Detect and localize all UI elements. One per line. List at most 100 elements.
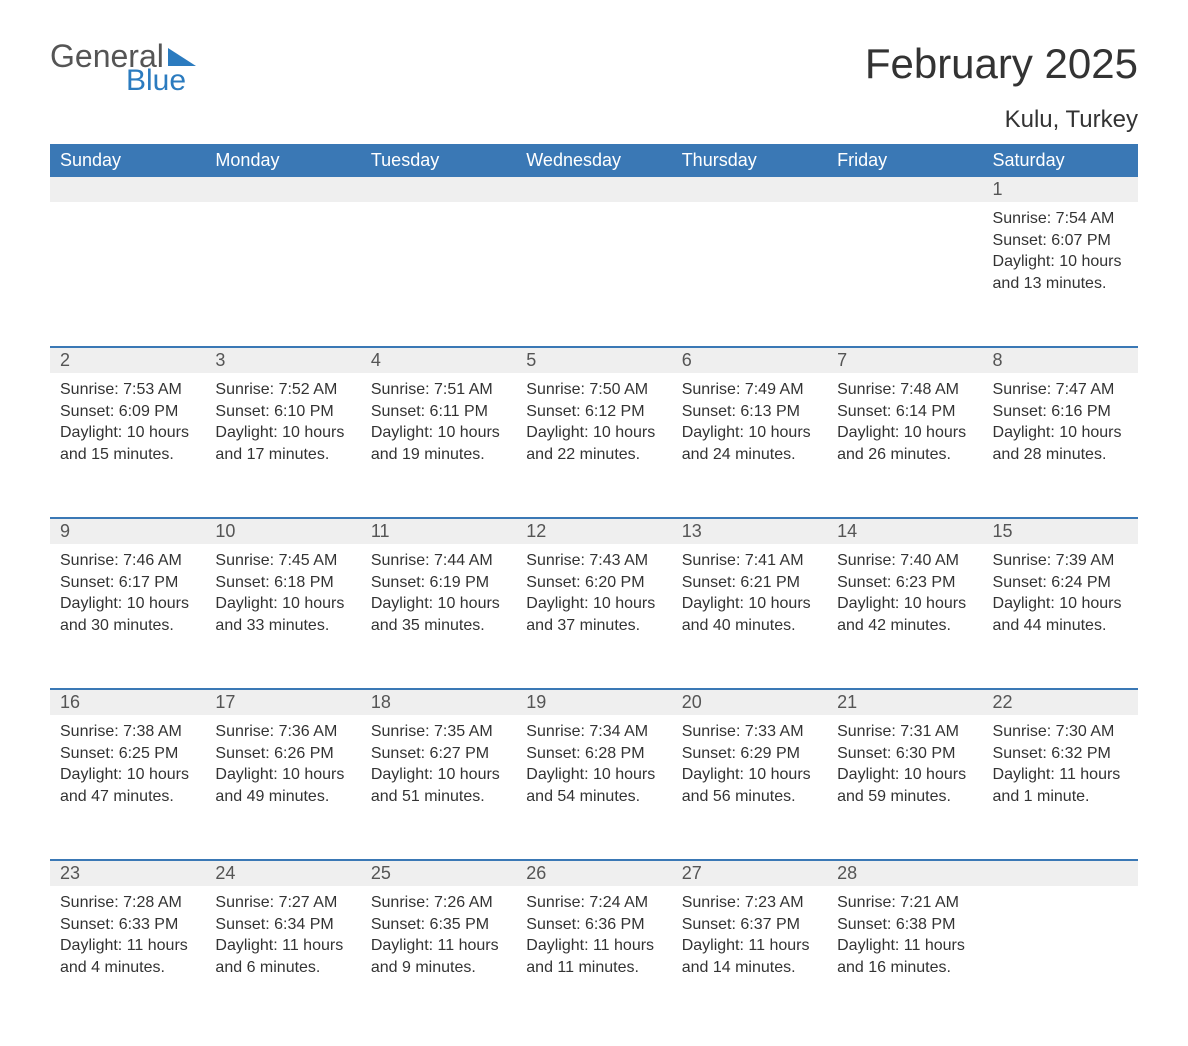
sunset-text: Sunset: 6:24 PM xyxy=(993,572,1128,594)
day-number: 8 xyxy=(983,348,1138,373)
day-cell: Sunrise: 7:28 AMSunset: 6:33 PMDaylight:… xyxy=(50,886,205,1006)
day-number: 10 xyxy=(205,519,360,544)
day-body: Sunrise: 7:24 AMSunset: 6:36 PMDaylight:… xyxy=(516,886,671,978)
day-body: Sunrise: 7:28 AMSunset: 6:33 PMDaylight:… xyxy=(50,886,205,978)
day-number: 15 xyxy=(983,519,1138,544)
daylight-text: Daylight: 10 hours and 47 minutes. xyxy=(60,764,195,807)
day-number: 14 xyxy=(827,519,982,544)
month-title: February 2025 xyxy=(865,40,1138,88)
day-body xyxy=(50,202,205,208)
day-cell: Sunrise: 7:47 AMSunset: 6:16 PMDaylight:… xyxy=(983,373,1138,493)
sunset-text: Sunset: 6:19 PM xyxy=(371,572,506,594)
header: General Blue February 2025 Kulu, Turkey xyxy=(50,40,1138,134)
day-number: 13 xyxy=(672,519,827,544)
daylight-text: Daylight: 11 hours and 1 minute. xyxy=(993,764,1128,807)
day-number xyxy=(361,177,516,202)
sunset-text: Sunset: 6:27 PM xyxy=(371,743,506,765)
sunset-text: Sunset: 6:35 PM xyxy=(371,914,506,936)
dow-cell: Wednesday xyxy=(516,144,671,177)
day-body: Sunrise: 7:46 AMSunset: 6:17 PMDaylight:… xyxy=(50,544,205,636)
day-body: Sunrise: 7:21 AMSunset: 6:38 PMDaylight:… xyxy=(827,886,982,978)
sunrise-text: Sunrise: 7:54 AM xyxy=(993,208,1128,230)
day-number: 19 xyxy=(516,690,671,715)
sunrise-text: Sunrise: 7:52 AM xyxy=(215,379,350,401)
daylight-text: Daylight: 10 hours and 24 minutes. xyxy=(682,422,817,465)
day-number-strip: 2345678 xyxy=(50,348,1138,373)
day-cell: Sunrise: 7:46 AMSunset: 6:17 PMDaylight:… xyxy=(50,544,205,664)
sunrise-text: Sunrise: 7:50 AM xyxy=(526,379,661,401)
dow-cell: Saturday xyxy=(983,144,1138,177)
daylight-text: Daylight: 10 hours and 56 minutes. xyxy=(682,764,817,807)
day-number: 11 xyxy=(361,519,516,544)
day-body xyxy=(361,202,516,208)
daylight-text: Daylight: 10 hours and 59 minutes. xyxy=(837,764,972,807)
day-body xyxy=(827,202,982,208)
location: Kulu, Turkey xyxy=(865,106,1138,134)
day-cell: Sunrise: 7:52 AMSunset: 6:10 PMDaylight:… xyxy=(205,373,360,493)
daylight-text: Daylight: 10 hours and 13 minutes. xyxy=(993,251,1128,294)
day-number-strip: 9101112131415 xyxy=(50,519,1138,544)
sunset-text: Sunset: 6:33 PM xyxy=(60,914,195,936)
day-body: Sunrise: 7:51 AMSunset: 6:11 PMDaylight:… xyxy=(361,373,516,465)
sunrise-text: Sunrise: 7:38 AM xyxy=(60,721,195,743)
day-number xyxy=(672,177,827,202)
daylight-text: Daylight: 10 hours and 51 minutes. xyxy=(371,764,506,807)
daylight-text: Daylight: 10 hours and 54 minutes. xyxy=(526,764,661,807)
daylight-text: Daylight: 11 hours and 6 minutes. xyxy=(215,935,350,978)
day-number: 26 xyxy=(516,861,671,886)
day-number: 23 xyxy=(50,861,205,886)
daylight-text: Daylight: 11 hours and 4 minutes. xyxy=(60,935,195,978)
day-number: 28 xyxy=(827,861,982,886)
day-cell: Sunrise: 7:30 AMSunset: 6:32 PMDaylight:… xyxy=(983,715,1138,835)
day-body: Sunrise: 7:47 AMSunset: 6:16 PMDaylight:… xyxy=(983,373,1138,465)
day-cell xyxy=(205,202,360,322)
daylight-text: Daylight: 10 hours and 28 minutes. xyxy=(993,422,1128,465)
day-number: 3 xyxy=(205,348,360,373)
sunset-text: Sunset: 6:12 PM xyxy=(526,401,661,423)
day-body: Sunrise: 7:50 AMSunset: 6:12 PMDaylight:… xyxy=(516,373,671,465)
day-number: 7 xyxy=(827,348,982,373)
day-cell: Sunrise: 7:44 AMSunset: 6:19 PMDaylight:… xyxy=(361,544,516,664)
daylight-text: Daylight: 10 hours and 44 minutes. xyxy=(993,593,1128,636)
sunset-text: Sunset: 6:11 PM xyxy=(371,401,506,423)
day-body xyxy=(205,202,360,208)
day-cell: Sunrise: 7:24 AMSunset: 6:36 PMDaylight:… xyxy=(516,886,671,1006)
daylight-text: Daylight: 10 hours and 17 minutes. xyxy=(215,422,350,465)
dow-cell: Sunday xyxy=(50,144,205,177)
sunrise-text: Sunrise: 7:46 AM xyxy=(60,550,195,572)
sunset-text: Sunset: 6:29 PM xyxy=(682,743,817,765)
daylight-text: Daylight: 10 hours and 19 minutes. xyxy=(371,422,506,465)
logo-text-blue: Blue xyxy=(126,66,196,96)
sunset-text: Sunset: 6:21 PM xyxy=(682,572,817,594)
day-cell xyxy=(361,202,516,322)
daylight-text: Daylight: 10 hours and 40 minutes. xyxy=(682,593,817,636)
day-body: Sunrise: 7:45 AMSunset: 6:18 PMDaylight:… xyxy=(205,544,360,636)
sunset-text: Sunset: 6:23 PM xyxy=(837,572,972,594)
sunrise-text: Sunrise: 7:35 AM xyxy=(371,721,506,743)
sunrise-text: Sunrise: 7:41 AM xyxy=(682,550,817,572)
day-number xyxy=(983,861,1138,886)
day-number: 5 xyxy=(516,348,671,373)
sunrise-text: Sunrise: 7:45 AM xyxy=(215,550,350,572)
day-cell xyxy=(983,886,1138,1006)
title-block: February 2025 Kulu, Turkey xyxy=(865,40,1138,134)
day-cell: Sunrise: 7:54 AMSunset: 6:07 PMDaylight:… xyxy=(983,202,1138,322)
daylight-text: Daylight: 10 hours and 33 minutes. xyxy=(215,593,350,636)
day-cell: Sunrise: 7:38 AMSunset: 6:25 PMDaylight:… xyxy=(50,715,205,835)
day-body: Sunrise: 7:36 AMSunset: 6:26 PMDaylight:… xyxy=(205,715,360,807)
day-cell: Sunrise: 7:49 AMSunset: 6:13 PMDaylight:… xyxy=(672,373,827,493)
sunrise-text: Sunrise: 7:28 AM xyxy=(60,892,195,914)
calendar: SundayMondayTuesdayWednesdayThursdayFrid… xyxy=(50,144,1138,1006)
sunrise-text: Sunrise: 7:34 AM xyxy=(526,721,661,743)
day-cell: Sunrise: 7:26 AMSunset: 6:35 PMDaylight:… xyxy=(361,886,516,1006)
sunrise-text: Sunrise: 7:23 AM xyxy=(682,892,817,914)
day-body xyxy=(983,886,1138,892)
day-number: 12 xyxy=(516,519,671,544)
sunrise-text: Sunrise: 7:36 AM xyxy=(215,721,350,743)
sunset-text: Sunset: 6:07 PM xyxy=(993,230,1128,252)
day-cell: Sunrise: 7:48 AMSunset: 6:14 PMDaylight:… xyxy=(827,373,982,493)
sunrise-text: Sunrise: 7:26 AM xyxy=(371,892,506,914)
day-number: 27 xyxy=(672,861,827,886)
week-row: 2345678Sunrise: 7:53 AMSunset: 6:09 PMDa… xyxy=(50,346,1138,493)
day-cell: Sunrise: 7:50 AMSunset: 6:12 PMDaylight:… xyxy=(516,373,671,493)
